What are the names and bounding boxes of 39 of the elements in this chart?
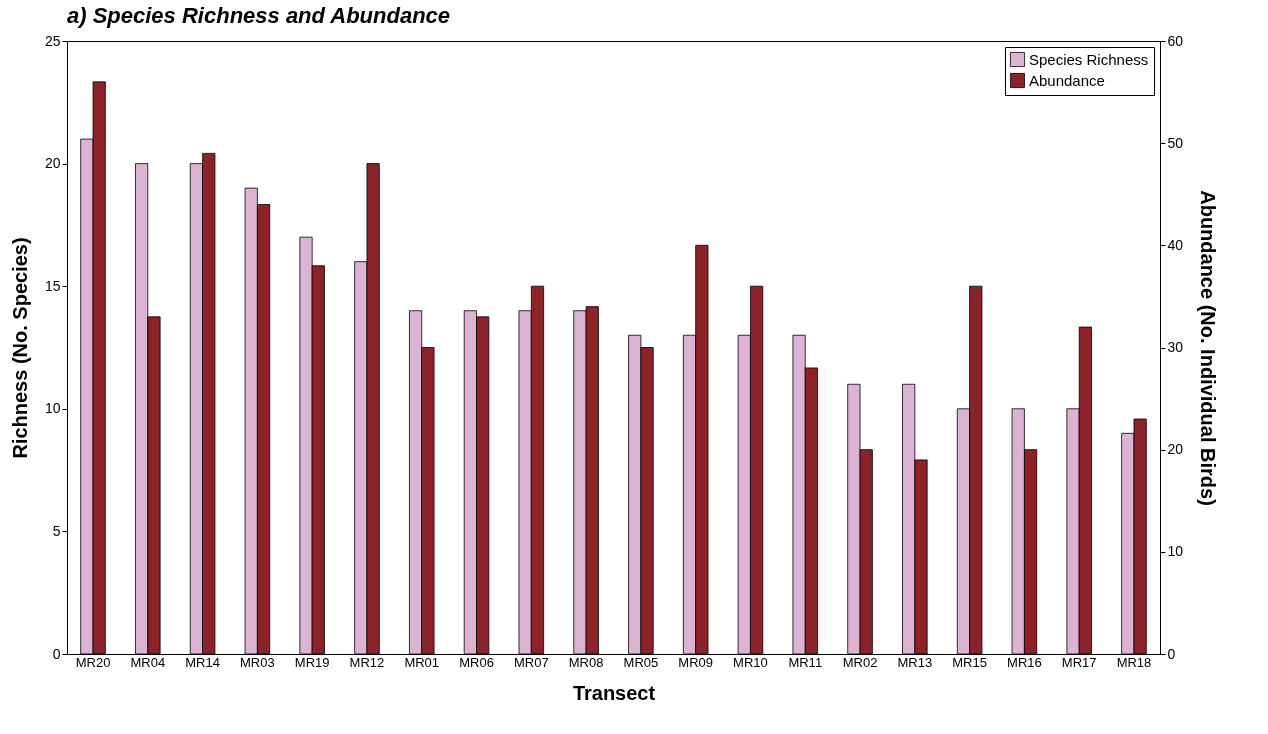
x-tick-label: MR06 — [459, 654, 494, 670]
x-tick-label: MR10 — [733, 654, 768, 670]
x-tick-label: MR12 — [349, 654, 385, 670]
y2-tick-label: 50 — [1167, 134, 1184, 151]
y-tick-label: 15 — [44, 277, 61, 294]
x-tick-label: MR02 — [842, 654, 878, 670]
x-tick-label: MR16 — [1007, 654, 1042, 670]
y2-axis-title: Abundance (No. Individual Birds) — [1197, 190, 1220, 506]
x-tick-label: MR11 — [788, 654, 823, 670]
y-tick-label: 10 — [44, 400, 61, 417]
legend-label: Species Richness — [1029, 50, 1149, 68]
x-tick-label: MR08 — [568, 654, 604, 670]
y-tick-label: 25 — [44, 32, 61, 49]
x-tick-label: MR04 — [130, 654, 166, 670]
y2-tick-label: 30 — [1167, 339, 1184, 355]
x-tick-label: MR05 — [623, 654, 659, 670]
x-tick-label: MR17 — [1061, 654, 1097, 670]
y2-tick-label: 60 — [1167, 32, 1184, 49]
y-tick-label: 5 — [52, 522, 61, 539]
x-axis-title: Transect — [572, 681, 656, 704]
y-axis-title: Richness (No. Species) — [8, 237, 31, 459]
x-tick-label: MR09 — [678, 654, 714, 670]
chart-title: a) Species Richness and Abundance — [67, 3, 451, 28]
x-tick-label: MR18 — [1116, 654, 1152, 670]
x-tick-label: MR20 — [75, 654, 111, 670]
x-tick-label: MR15 — [952, 654, 987, 670]
x-tick-label: MR03 — [240, 654, 275, 670]
x-tick-label: MR14 — [185, 654, 220, 670]
y2-tick-label: 0 — [1167, 645, 1176, 662]
y2-tick-label: 20 — [1167, 441, 1184, 458]
x-tick-label: MR01 — [404, 654, 440, 670]
x-tick-label: MR07 — [513, 654, 549, 670]
y-tick-label: 20 — [44, 155, 61, 172]
y2-tick-label: 10 — [1167, 543, 1184, 560]
x-tick-label: MR13 — [897, 654, 933, 670]
x-tick-label: MR19 — [294, 654, 330, 670]
y-tick-label: 0 — [52, 645, 61, 662]
y2-tick-label: 40 — [1167, 236, 1184, 253]
legend-label: Abundance — [1029, 71, 1105, 89]
